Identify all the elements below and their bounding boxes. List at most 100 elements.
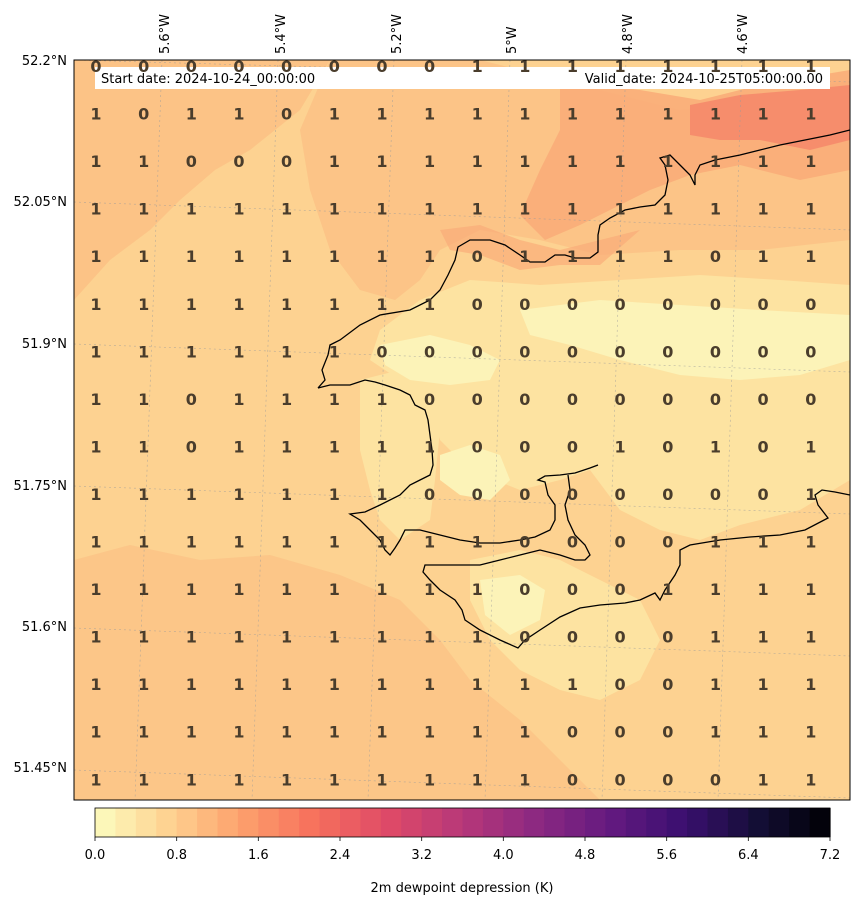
grid-value: 0 bbox=[519, 342, 530, 361]
colorbar-swatch bbox=[809, 808, 831, 837]
grid-value: 1 bbox=[805, 770, 816, 789]
grid-value: 1 bbox=[376, 723, 387, 742]
lon-label: 5.4°W bbox=[274, 14, 289, 54]
colorbar-swatch bbox=[523, 808, 545, 837]
grid-value: 1 bbox=[710, 152, 721, 171]
grid-value: 1 bbox=[662, 57, 673, 76]
grid-value: 1 bbox=[281, 342, 292, 361]
grid-value: 1 bbox=[281, 628, 292, 647]
grid-value: 1 bbox=[662, 152, 673, 171]
colorbar-swatch bbox=[442, 808, 464, 837]
grid-values: 0 0 0 0 0 0 0 0 1 1 1 1 1 1 1 1 1 0 1 1 0 1 1 1 1 1 1 1 1 1 1 1 1 1 0 0 0 1 1 1… bbox=[90, 57, 816, 789]
field-region-min-east bbox=[520, 300, 850, 380]
grid-value: 1 bbox=[567, 675, 578, 694]
colorbar-swatch bbox=[401, 808, 423, 837]
grid-value: 1 bbox=[329, 723, 340, 742]
colorbar-swatch bbox=[360, 808, 382, 837]
colorbar-swatch bbox=[564, 808, 586, 837]
grid-value: 0 bbox=[567, 342, 578, 361]
grid-value: 0 bbox=[138, 57, 149, 76]
grid-value: 0 bbox=[710, 342, 721, 361]
grid-value: 1 bbox=[138, 247, 149, 266]
grid-value: 0 bbox=[519, 485, 530, 504]
grid-value: 1 bbox=[805, 57, 816, 76]
grid-value: 0 bbox=[615, 533, 626, 552]
colorbar-swatch bbox=[380, 808, 402, 837]
grid-value: 1 bbox=[662, 580, 673, 599]
grid-value: 1 bbox=[472, 723, 483, 742]
grid-value: 1 bbox=[805, 723, 816, 742]
grid-value: 0 bbox=[615, 295, 626, 314]
field-low-regions bbox=[360, 275, 850, 700]
grid-value: 0 bbox=[662, 342, 673, 361]
grid-value: 1 bbox=[758, 200, 769, 219]
colorbar-swatch bbox=[625, 808, 647, 837]
colorbar-swatch bbox=[789, 808, 811, 837]
coastline-bay bbox=[317, 379, 599, 557]
grid-value: 1 bbox=[615, 437, 626, 456]
grid-value: 1 bbox=[376, 200, 387, 219]
grid-value: 1 bbox=[138, 675, 149, 694]
grid-value: 0 bbox=[662, 675, 673, 694]
grid-value: 1 bbox=[233, 675, 244, 694]
grid-value: 1 bbox=[90, 152, 101, 171]
colorbar-swatch bbox=[727, 808, 749, 837]
grid-value: 1 bbox=[90, 295, 101, 314]
map-frame bbox=[73, 59, 851, 801]
grid-value: 0 bbox=[567, 390, 578, 409]
grid-value: 0 bbox=[710, 485, 721, 504]
grid-value: 1 bbox=[472, 628, 483, 647]
colorbar-swatch bbox=[299, 808, 321, 837]
grid-value: 1 bbox=[233, 200, 244, 219]
grid-value: 0 bbox=[186, 390, 197, 409]
grid-value: 1 bbox=[662, 105, 673, 124]
colorbar-tick-label: 0.0 bbox=[85, 848, 106, 863]
grid-value: 1 bbox=[615, 247, 626, 266]
grid-value: 1 bbox=[186, 200, 197, 219]
grid-value: 1 bbox=[758, 628, 769, 647]
grid-value: 0 bbox=[758, 485, 769, 504]
grid-value: 0 bbox=[805, 295, 816, 314]
grid-value: 1 bbox=[281, 247, 292, 266]
colorbar-ticks: 0.0 0.8 1.6 2.4 3.2 4.0 4.8 5.6 6.4 7.2 bbox=[85, 837, 840, 863]
grid-value: 1 bbox=[90, 200, 101, 219]
grid-value: 1 bbox=[424, 437, 435, 456]
grid-value: 1 bbox=[186, 533, 197, 552]
lat-labels: 52.2°N 52.05°N 51.9°N 51.75°N 51.6°N 51.… bbox=[14, 54, 67, 776]
grid-value: 1 bbox=[329, 390, 340, 409]
grid-value: 1 bbox=[710, 105, 721, 124]
grid-value: 1 bbox=[710, 675, 721, 694]
grid-value: 1 bbox=[662, 247, 673, 266]
grid-value: 1 bbox=[805, 437, 816, 456]
grid-value: 1 bbox=[805, 675, 816, 694]
field-region-min-central bbox=[380, 335, 500, 385]
grid-value: 0 bbox=[758, 295, 769, 314]
grid-value: 1 bbox=[186, 247, 197, 266]
grid-value: 1 bbox=[138, 390, 149, 409]
grid-value: 1 bbox=[424, 295, 435, 314]
grid-value: 1 bbox=[281, 437, 292, 456]
grid-value: 1 bbox=[138, 437, 149, 456]
grid-value: 0 bbox=[424, 342, 435, 361]
grid-value: 1 bbox=[186, 770, 197, 789]
colorbar-swatch bbox=[768, 808, 790, 837]
grid-value: 1 bbox=[281, 200, 292, 219]
colorbar-swatch bbox=[217, 808, 239, 837]
grid-value: 1 bbox=[281, 675, 292, 694]
grid-value: 1 bbox=[329, 533, 340, 552]
grid-value: 0 bbox=[376, 57, 387, 76]
grid-value: 1 bbox=[329, 628, 340, 647]
start-date-label: Start date: 2024-10-24_00:00:00 bbox=[101, 72, 315, 87]
grid-value: 0 bbox=[710, 390, 721, 409]
grid-value: 0 bbox=[424, 57, 435, 76]
grid-value: 1 bbox=[758, 57, 769, 76]
grid-value: 0 bbox=[662, 295, 673, 314]
grid-value: 1 bbox=[567, 57, 578, 76]
grid-value: 1 bbox=[138, 342, 149, 361]
colorbar-tick-label: 5.6 bbox=[656, 848, 677, 863]
grid-value: 1 bbox=[710, 628, 721, 647]
grid-value: 1 bbox=[615, 57, 626, 76]
grid-value: 1 bbox=[90, 485, 101, 504]
grid-value: 1 bbox=[376, 152, 387, 171]
grid-value: 0 bbox=[758, 390, 769, 409]
